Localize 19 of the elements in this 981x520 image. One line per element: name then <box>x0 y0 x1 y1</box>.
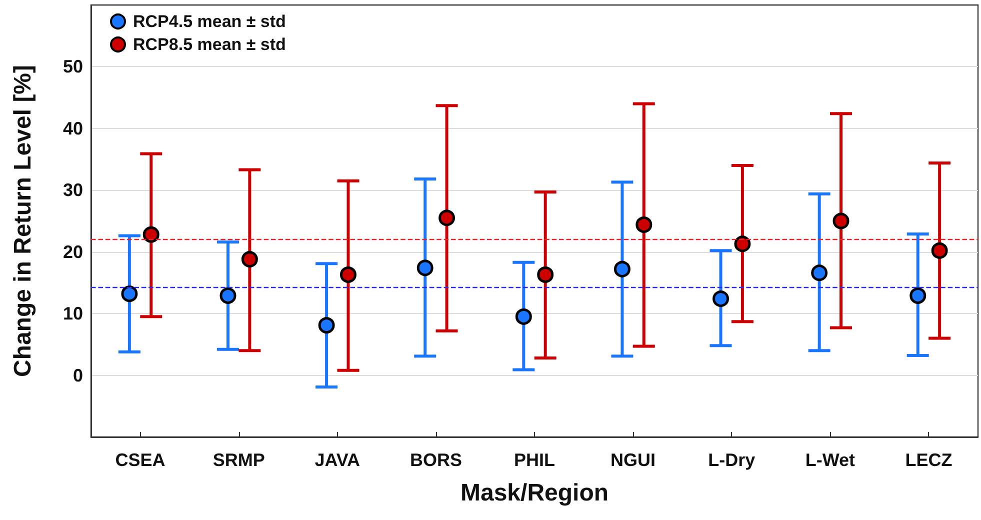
legend-label: RCP8.5 mean ± std <box>133 35 286 54</box>
x-axis-title: Mask/Region <box>460 480 609 506</box>
x-tick-label: LECZ <box>905 450 952 470</box>
x-tick-label: JAVA <box>314 450 360 470</box>
x-tick-label: SRMP <box>212 450 265 470</box>
x-tick-label: L-Dry <box>708 450 756 470</box>
x-tick-label: NGUI <box>610 450 656 470</box>
y-tick-label: 40 <box>62 118 83 138</box>
x-tick-label: CSEA <box>115 450 166 470</box>
y-tick-label: 20 <box>62 242 83 262</box>
y-tick-label: 10 <box>62 304 83 324</box>
x-tick-label: PHIL <box>514 450 556 470</box>
x-tick-label: L-Wet <box>805 450 856 470</box>
legend-label: RCP4.5 mean ± std <box>133 12 286 31</box>
y-axis-title: Change in Return Level [%] <box>10 64 36 378</box>
y-tick-label: 50 <box>62 56 83 77</box>
x-tick-label: BORS <box>410 450 462 470</box>
y-tick-label: 0 <box>72 365 83 386</box>
y-tick-label: 30 <box>62 180 83 200</box>
